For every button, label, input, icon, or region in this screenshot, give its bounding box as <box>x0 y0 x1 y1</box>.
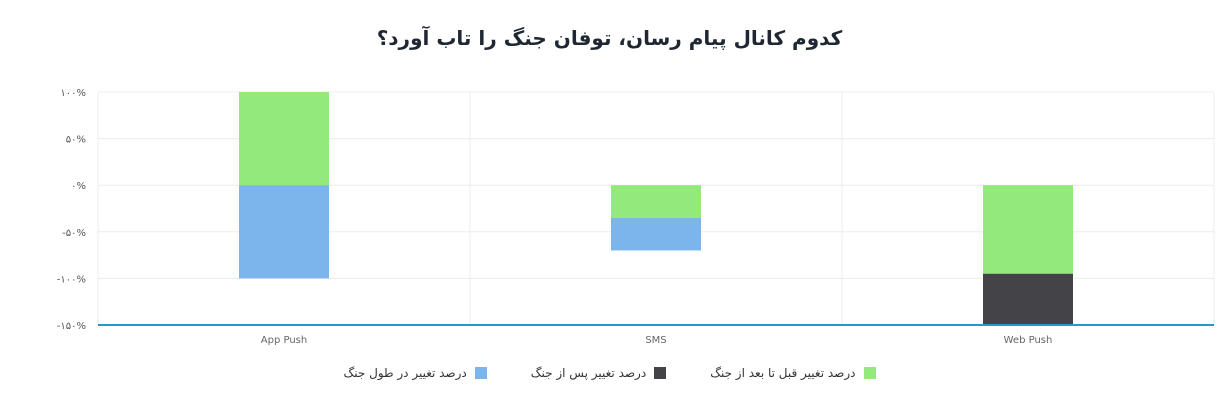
bar-segment[interactable] <box>239 92 329 186</box>
legend-swatch <box>654 367 667 379</box>
x-category-label: Web Push <box>1004 335 1053 346</box>
y-tick-label: -۵۰% <box>62 228 86 239</box>
bar-segment[interactable] <box>611 217 701 251</box>
y-tick-label: -۱۰۰% <box>57 274 86 285</box>
legend-label: درصد تغییر قبل تا بعد از جنگ <box>710 366 856 380</box>
bar-segment[interactable] <box>611 185 701 218</box>
bar-segment[interactable] <box>983 185 1073 274</box>
legend-label: درصد تغییر پس از جنگ <box>530 366 647 380</box>
y-tick-label: ۰% <box>71 181 86 192</box>
legend-item[interactable]: درصد تغییر پس از جنگ <box>530 366 667 380</box>
bar-segment[interactable] <box>239 185 329 279</box>
x-category-label: App Push <box>261 335 307 346</box>
axes: ۱۰۰% ۵۰% ۰% -۵۰% -۱۰۰% -۱۵۰% App Push SMS Web Pu… <box>57 88 1214 346</box>
legend-item[interactable]: درصد تغییر در طول جنگ <box>344 366 487 380</box>
legend-label: درصد تغییر در طول جنگ <box>343 366 467 380</box>
bar-segment[interactable] <box>983 273 1073 325</box>
legend: درصد تغییر قبل تا بعد از جنگ درصد تغییر پ… <box>0 366 1219 380</box>
y-tick-label: -۱۵۰% <box>57 321 86 332</box>
y-tick-label: ۵۰% <box>66 135 86 146</box>
legend-swatch <box>474 367 487 379</box>
x-category-label: SMS <box>645 335 666 346</box>
chart-plot: ۱۰۰% ۵۰% ۰% -۵۰% -۱۰۰% -۱۵۰% App Push SMS Web Pu… <box>57 88 1215 346</box>
legend-swatch <box>863 367 876 379</box>
chart-title: کدوم کانال پیام رسان، توفان جنگ را تاب آ… <box>376 26 843 50</box>
legend-item[interactable]: درصد تغییر قبل تا بعد از جنگ <box>710 366 876 380</box>
y-tick-label: ۱۰۰% <box>60 88 86 99</box>
bars <box>239 92 1073 325</box>
